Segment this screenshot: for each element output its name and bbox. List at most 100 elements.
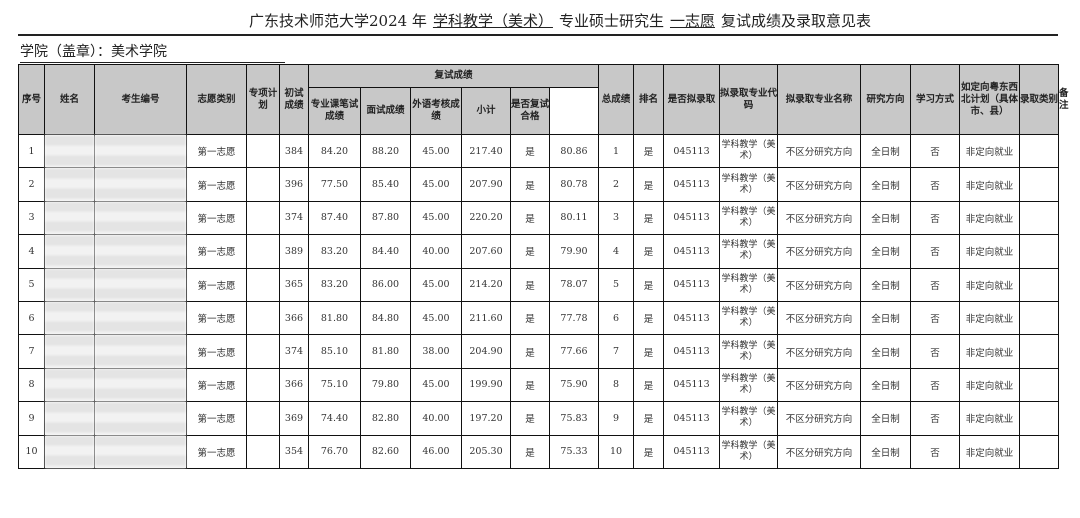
title-major: 学科教学（美术） [432,12,553,30]
cell-foreign: 45.00 [410,367,462,403]
cell-choice: 第一志愿 [186,133,247,169]
cell-written: 81.80 [308,300,361,336]
header-total: 总成绩 [598,64,635,135]
table-row: 4 第一志愿 389 83.20 84.40 40.00 207.60 是 79.90 4 是 045… [18,234,1060,269]
cell-admit: 是 [633,401,665,436]
header-seq: 序号 [18,64,45,135]
cell-subtotal: 205.30 [461,434,511,469]
cell-choice: 第一志愿 [186,167,247,202]
cell-major: 学科教学（美术） [719,434,779,469]
cell-remark [1019,267,1060,302]
cell-code: 045113 [663,334,721,369]
cell-targeted: 否 [910,401,961,436]
cell-mode: 全日制 [860,167,912,202]
header-rank: 排名 [633,64,665,135]
cell-choice: 第一志愿 [186,234,247,269]
cell-code: 045113 [663,200,721,236]
cell-subtotal: 211.60 [461,300,511,336]
cell-name-redacted [44,434,95,469]
cell-pass: 是 [510,167,550,202]
cell-pass: 是 [510,267,550,302]
cell-rank: 10 [598,434,635,469]
cell-total: 77.78 [548,300,600,336]
cell-choice: 第一志愿 [186,334,247,369]
cell-remark [1019,167,1060,202]
cell-admit: 是 [633,133,665,169]
cell-total: 79.90 [548,234,600,269]
cell-mode: 全日制 [860,133,912,169]
cell-category: 非定向就业 [959,300,1021,336]
cell-id-redacted [94,234,187,269]
cell-major: 学科教学（美术） [719,300,779,336]
cell-total: 78.07 [548,267,600,302]
cell-name-redacted [44,300,95,336]
cell-direction: 不区分研究方向 [777,300,862,336]
cell-rank: 8 [598,367,635,403]
cell-prelim: 365 [279,267,309,302]
cell-written: 75.10 [308,367,361,403]
table-row: 7 第一志愿 374 85.10 81.80 38.00 204.90 是 77.66 7 是 045… [18,334,1060,369]
cell-pass: 是 [510,434,550,469]
cell-pass: 是 [510,234,550,269]
cell-total: 80.11 [548,200,600,236]
header-category: 录取类别 [1019,64,1060,135]
cell-major: 学科教学（美术） [719,367,779,403]
cell-code: 045113 [663,133,721,169]
cell-category: 非定向就业 [959,334,1021,369]
cell-remark [1019,133,1060,169]
cell-written: 77.50 [308,167,361,202]
cell-subtotal: 214.20 [461,267,511,302]
cell-major: 学科教学（美术） [719,167,779,202]
cell-special [246,200,280,236]
cell-total: 80.86 [548,133,600,169]
cell-subtotal: 207.90 [461,167,511,202]
header-targeted: 如定向粤东西北计划（具体市、县） [959,64,1021,135]
cell-direction: 不区分研究方向 [777,401,862,436]
cell-pass: 是 [510,133,550,169]
cell-interview: 79.80 [360,367,411,403]
cell-rank: 9 [598,401,635,436]
cell-seq: 5 [18,267,45,302]
cell-seq: 6 [18,300,45,336]
cell-code: 045113 [663,434,721,469]
cell-mode: 全日制 [860,334,912,369]
cell-id-redacted [94,267,187,302]
cell-remark [1019,200,1060,236]
cell-prelim: 366 [279,300,309,336]
cell-prelim: 366 [279,367,309,403]
cell-admit: 是 [633,234,665,269]
cell-interview: 84.80 [360,300,411,336]
table-row: 3 第一志愿 374 87.40 87.80 45.00 220.20 是 80.11 3 是 045… [18,200,1060,236]
cell-interview: 84.40 [360,234,411,269]
cell-seq: 2 [18,167,45,202]
cell-code: 045113 [663,367,721,403]
cell-rank: 3 [598,200,635,236]
cell-category: 非定向就业 [959,401,1021,436]
cell-foreign: 45.00 [410,167,462,202]
header-code: 拟录取专业代码 [719,64,779,135]
cell-prelim: 374 [279,200,309,236]
cell-targeted: 否 [910,300,961,336]
cell-admit: 是 [633,267,665,302]
cell-special [246,267,280,302]
cell-direction: 不区分研究方向 [777,234,862,269]
cell-major: 学科教学（美术） [719,334,779,369]
cell-foreign: 40.00 [410,234,462,269]
cell-admit: 是 [633,300,665,336]
cell-foreign: 40.00 [410,401,462,436]
cell-interview: 82.60 [360,434,411,469]
cell-id-redacted [94,334,187,369]
cell-remark [1019,401,1060,436]
cell-seq: 7 [18,334,45,369]
cell-seq: 1 [18,133,45,169]
title-middle: 专业硕士研究生 [558,12,664,30]
cell-special [246,401,280,436]
cell-foreign: 45.00 [410,267,462,302]
cell-remark [1019,234,1060,269]
cell-rank: 7 [598,334,635,369]
cell-seq: 9 [18,401,45,436]
cell-choice: 第一志愿 [186,200,247,236]
cell-special [246,300,280,336]
cell-rank: 5 [598,267,635,302]
cell-mode: 全日制 [860,401,912,436]
